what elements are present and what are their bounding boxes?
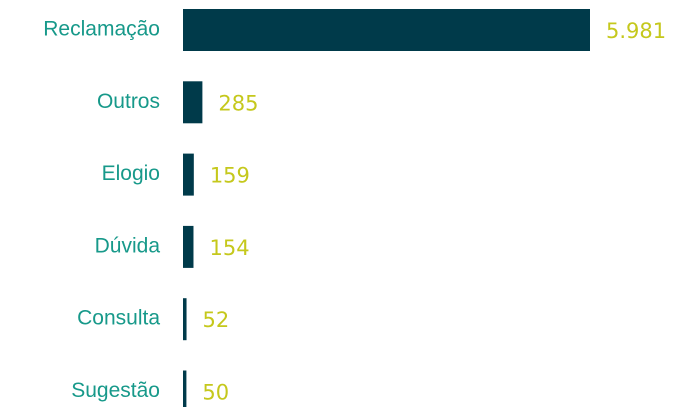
category-label: Consulta [77,307,160,330]
category-label: Dúvida [95,234,161,257]
value-label: 52 [203,308,230,332]
category-label: Sugestão [71,379,160,402]
bar [183,9,590,51]
bar [183,298,187,341]
value-label: 50 [202,381,229,405]
category-label: Reclamação [43,18,160,41]
value-label: 285 [218,91,258,115]
value-label: 159 [210,164,250,188]
value-label: 154 [209,236,249,260]
bar [183,81,203,124]
value-label: 5.981 [606,19,666,43]
bar [183,370,187,407]
bar [183,153,194,196]
category-label: Outros [97,90,160,113]
category-label: Elogio [102,162,160,185]
bar [183,225,194,268]
